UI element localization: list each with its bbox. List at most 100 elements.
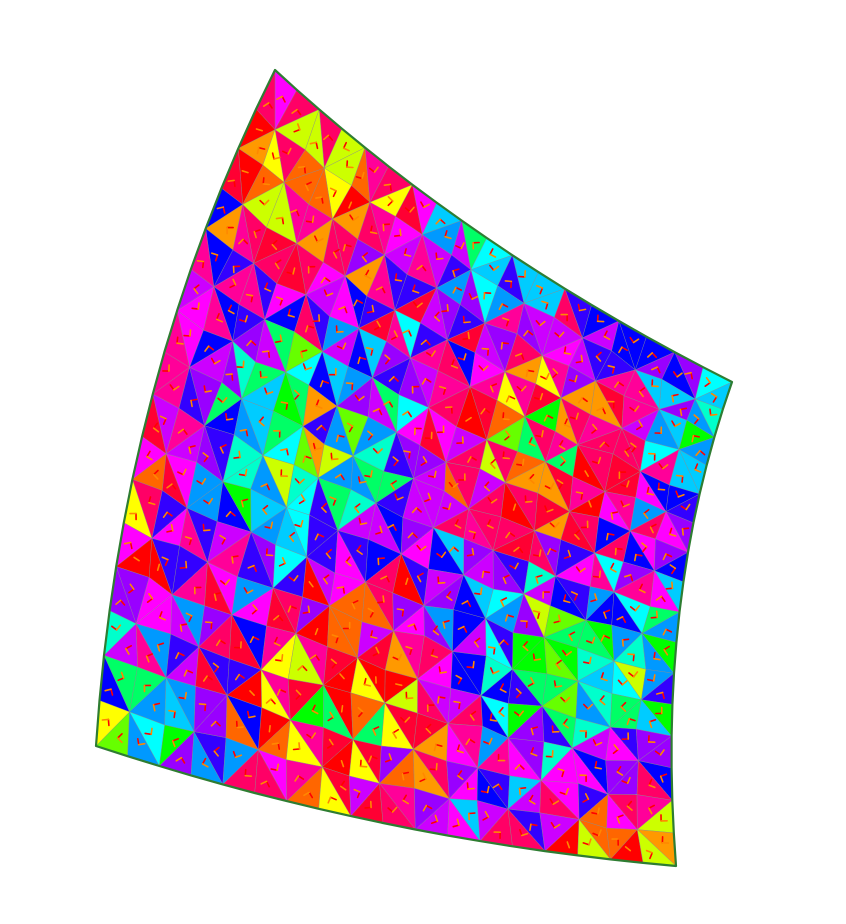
direction-tick <box>563 594 567 602</box>
direction-tick <box>565 650 573 657</box>
direction-tick <box>502 412 505 420</box>
direction-tick <box>541 300 549 304</box>
direction-tick <box>435 218 442 225</box>
direction-tick <box>435 252 438 261</box>
direction-tick <box>175 756 183 762</box>
direction-tick <box>448 481 454 489</box>
direction-tick <box>582 798 590 803</box>
direction-tick <box>472 531 477 540</box>
direction-tick <box>588 656 592 665</box>
direction-tick <box>530 747 535 755</box>
direction-tick <box>591 636 596 644</box>
direction-tick <box>391 335 399 341</box>
direction-tick <box>668 533 677 537</box>
direction-tick <box>125 644 132 650</box>
direction-tick <box>262 102 270 107</box>
direction-tick <box>452 286 457 294</box>
direction-tick <box>396 608 405 611</box>
direction-tick <box>214 666 220 673</box>
direction-tick <box>605 532 609 541</box>
direction-tick <box>216 206 225 210</box>
direction-tick <box>626 805 633 811</box>
direction-tick <box>614 547 617 556</box>
direction-tick <box>473 641 480 648</box>
direction-tick <box>561 649 568 657</box>
direction-tick <box>213 746 220 753</box>
direction-tick <box>329 796 337 801</box>
direction-tick <box>399 581 407 586</box>
direction-tick <box>249 685 256 692</box>
direction-tick <box>514 763 521 770</box>
direction-tick <box>621 680 628 686</box>
direction-tick <box>646 352 654 358</box>
direction-tick <box>416 575 422 583</box>
direction-tick <box>529 823 532 832</box>
direction-tick <box>303 165 307 174</box>
direction-tick <box>356 549 363 555</box>
direction-tick <box>560 460 567 467</box>
direction-tick <box>470 416 476 424</box>
direction-tick <box>653 657 661 661</box>
direction-tick <box>528 478 535 484</box>
direction-tick <box>372 408 380 413</box>
direction-tick <box>384 354 391 360</box>
direction-tick <box>567 549 572 558</box>
direction-tick <box>594 760 598 769</box>
direction-tick <box>648 807 653 815</box>
direction-tick <box>521 458 525 467</box>
direction-tick <box>179 623 188 627</box>
direction-tick <box>489 713 493 721</box>
direction-tick <box>189 329 192 337</box>
direction-tick <box>322 574 330 580</box>
direction-tick <box>560 696 567 703</box>
direction-tick <box>302 363 307 371</box>
direction-tick <box>573 593 579 601</box>
direction-tick <box>281 216 285 225</box>
direction-tick <box>115 599 122 606</box>
direction-tick <box>409 206 415 213</box>
direction-tick <box>591 460 600 465</box>
direction-tick <box>649 523 657 529</box>
direction-tick <box>610 512 614 520</box>
direction-tick <box>486 785 490 794</box>
direction-tick <box>271 243 278 250</box>
direction-tick <box>393 234 402 237</box>
direction-tick <box>416 264 423 271</box>
direction-tick <box>104 688 112 692</box>
direction-tick <box>616 765 622 773</box>
direction-tick <box>146 450 151 458</box>
direction-tick <box>287 314 295 318</box>
direction-tick <box>648 804 656 810</box>
direction-tick <box>650 616 659 619</box>
direction-tick <box>681 528 685 536</box>
direction-tick <box>486 524 494 529</box>
direction-tick <box>402 794 408 802</box>
direction-tick <box>592 738 597 747</box>
direction-tick <box>628 672 635 678</box>
direction-tick <box>246 589 254 595</box>
direction-tick <box>403 248 407 256</box>
direction-tick <box>466 553 475 557</box>
direction-tick <box>320 502 327 509</box>
direction-tick <box>537 611 541 620</box>
direction-tick <box>334 473 342 479</box>
direction-tick <box>250 340 257 346</box>
direction-tick <box>425 339 431 346</box>
direction-tick <box>287 308 291 317</box>
direction-tick <box>563 423 572 428</box>
direction-tick <box>315 399 320 407</box>
direction-tick <box>387 200 394 207</box>
direction-tick <box>213 592 222 596</box>
direction-tick <box>532 610 541 614</box>
direction-tick <box>264 287 272 292</box>
direction-tick <box>651 352 658 359</box>
direction-tick <box>455 674 463 680</box>
direction-tick <box>559 791 567 796</box>
direction-tick <box>457 677 463 685</box>
direction-tick <box>274 259 282 265</box>
direction-tick <box>392 731 398 739</box>
direction-tick <box>265 554 274 557</box>
direction-tick <box>502 574 510 579</box>
direction-tick <box>356 544 362 552</box>
direction-tick <box>403 450 411 453</box>
